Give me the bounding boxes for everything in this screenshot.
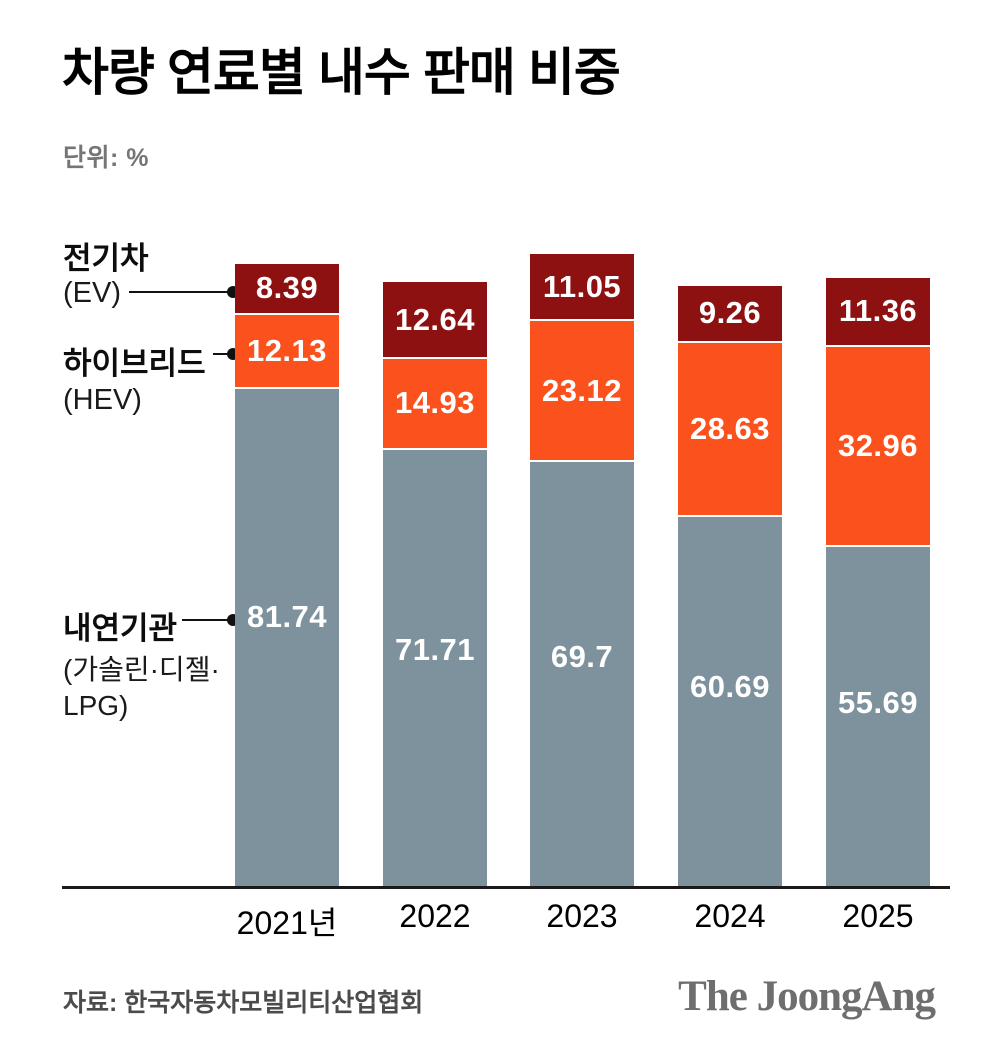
segment-hev-2023: 23.12 (530, 321, 634, 462)
legend-hev-name: 하이브리드 (63, 346, 206, 381)
segment-hev-2022: 14.93 (383, 358, 487, 450)
segment-ice-2025: 55.69 (826, 547, 930, 886)
value-label-ice-2022: 71.71 (394, 632, 476, 668)
legend-ev-name: 전기차 (63, 241, 149, 276)
value-label-hev-2025: 32.96 (837, 427, 919, 463)
legend-ice-name: 내연기관 (63, 611, 178, 646)
value-label-ice-2024: 60.69 (689, 668, 771, 704)
segment-ev-2025: 11.36 (826, 277, 930, 347)
segment-ice-2023: 69.7 (530, 461, 634, 886)
value-label-ev-2024: 9.26 (698, 295, 762, 331)
legend-ice-sub2: LPG) (63, 690, 129, 721)
bar-2022: 12.64 14.93 71.71 (383, 282, 487, 886)
value-label-ice-2023: 69.7 (550, 639, 614, 675)
value-label-hev-2023: 23.12 (541, 372, 623, 408)
segment-ice-2022: 71.71 (383, 449, 487, 886)
value-label-ev-2023: 11.05 (542, 268, 622, 304)
segment-ev-2024: 9.26 (678, 286, 782, 343)
x-axis-line (62, 886, 950, 889)
x-tick-2023: 2023 (546, 898, 618, 934)
value-label-hev-2022: 14.93 (394, 385, 476, 421)
legend-ice-sub1: (가솔린·디젤· (63, 654, 220, 685)
bar-2024: 9.26 28.63 60.69 (678, 286, 782, 886)
value-label-hev-2024: 28.63 (689, 410, 771, 446)
joongang-logo: The JoongAng (678, 973, 936, 1020)
value-label-ev-2025: 11.36 (838, 293, 918, 329)
segment-ice-2024: 60.69 (678, 516, 782, 886)
value-label-ev-2022: 12.64 (394, 301, 476, 337)
value-label-hev-2021년: 12.13 (246, 332, 328, 368)
segment-ice-2021년: 81.74 (235, 388, 339, 886)
bar-2021년: 8.39 12.13 81.74 (235, 263, 339, 886)
segment-ev-2021년: 8.39 (235, 263, 339, 315)
bar-2025: 11.36 32.96 55.69 (826, 277, 930, 886)
unit-label: 단위: % (63, 144, 150, 172)
x-tick-2021년: 2021년 (236, 905, 338, 941)
value-label-ice-2021년: 81.74 (246, 599, 328, 635)
value-label-ice-2025: 55.69 (837, 685, 919, 721)
x-tick-2024: 2024 (694, 898, 766, 934)
bar-2023: 11.05 23.12 69.7 (530, 254, 634, 886)
legend-ev-sub: (EV) (63, 277, 121, 309)
segment-hev-2021년: 12.13 (235, 314, 339, 389)
segment-ev-2023: 11.05 (530, 254, 634, 322)
page-title: 차량 연료별 내수 판매 비중 (62, 44, 621, 101)
value-label-ev-2021년: 8.39 (255, 270, 319, 306)
segment-ev-2022: 12.64 (383, 282, 487, 359)
source-credit: 자료: 한국자동차모빌리티산업협회 (63, 989, 424, 1017)
segment-hev-2025: 32.96 (826, 346, 930, 548)
x-tick-2022: 2022 (399, 898, 471, 934)
segment-hev-2024: 28.63 (678, 342, 782, 517)
legend-hev-sub: (HEV) (63, 384, 142, 416)
x-tick-2025: 2025 (842, 898, 914, 934)
